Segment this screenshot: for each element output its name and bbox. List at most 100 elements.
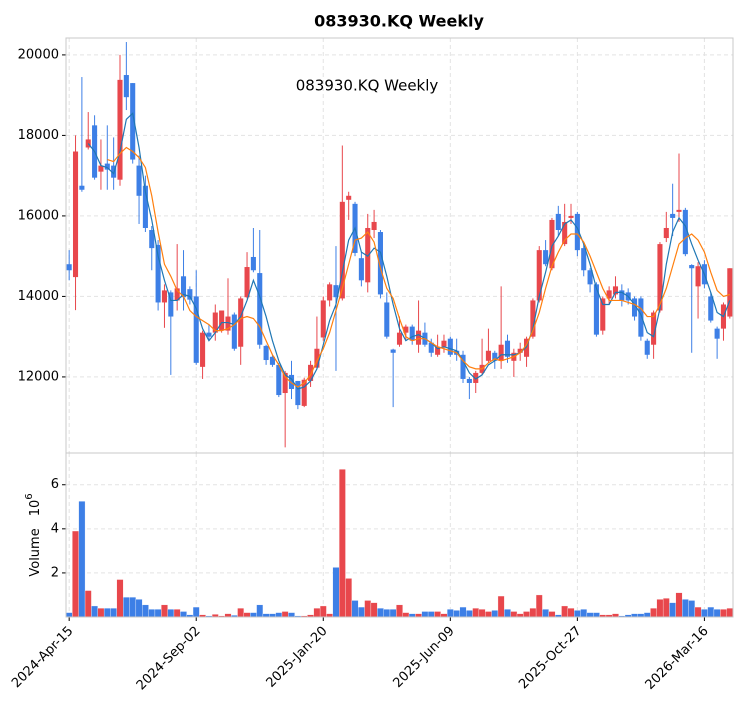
- candle-body: [123, 75, 129, 98]
- volume-bar: [237, 608, 245, 618]
- volume-bar: [103, 608, 111, 618]
- chart-title: 083930.KQ Weekly: [314, 12, 484, 31]
- volume-bar: [351, 600, 359, 618]
- candle-body: [244, 267, 250, 298]
- candle-body: [117, 79, 123, 180]
- candle-body: [384, 302, 390, 337]
- candle-body: [460, 354, 466, 379]
- volume-bar: [586, 612, 594, 618]
- candle-body: [644, 340, 650, 355]
- candle-body: [288, 374, 295, 389]
- volume-bar: [472, 608, 480, 618]
- moving-average-line: [107, 146, 731, 388]
- candle-body: [295, 380, 301, 406]
- volume-bar: [142, 604, 149, 618]
- candle-body: [250, 256, 256, 271]
- volume-bar: [669, 602, 676, 618]
- volume-panel-frame: [65, 452, 734, 618]
- candle-body: [282, 372, 288, 394]
- volume-bar: [497, 595, 505, 618]
- candle-body: [371, 221, 377, 231]
- volume-bar: [275, 612, 283, 618]
- volume-bar: [135, 599, 143, 618]
- candle-body: [498, 344, 504, 361]
- candle-body: [301, 379, 307, 406]
- candle-body: [263, 345, 269, 361]
- candle-body: [695, 266, 701, 287]
- candle-body: [466, 378, 472, 383]
- volume-axis-label: Volume 106: [24, 493, 43, 576]
- volume-bar: [656, 599, 664, 618]
- volume-bar: [364, 600, 372, 618]
- candle-body: [358, 258, 364, 281]
- candle-body: [612, 286, 619, 295]
- volume-bar: [510, 611, 518, 618]
- volume-bar: [650, 608, 657, 618]
- volume-bar: [91, 605, 98, 618]
- volume-bar: [123, 597, 130, 618]
- candle-body: [142, 185, 148, 228]
- volume-bar: [446, 609, 454, 618]
- volume-bar: [580, 609, 588, 618]
- volume-bar: [332, 567, 340, 618]
- volume-bar: [466, 610, 473, 618]
- y-tick-label: 20000: [18, 47, 59, 62]
- volume-bar: [192, 606, 200, 618]
- candle-body: [676, 209, 682, 212]
- volume-bar: [726, 608, 734, 618]
- candle-body: [66, 264, 72, 271]
- chart-annotation: 083930.KQ Weekly: [296, 77, 439, 95]
- volume-bar: [523, 611, 530, 618]
- volume-bar: [154, 609, 162, 618]
- candle-body: [72, 151, 79, 278]
- candle-body: [619, 290, 625, 301]
- candle-body: [225, 316, 231, 331]
- candle-body: [238, 298, 244, 347]
- candle-body: [98, 165, 104, 172]
- volume-bar: [529, 608, 537, 618]
- candle-body: [492, 352, 498, 361]
- volume-bar: [116, 579, 124, 618]
- volume-bar: [593, 612, 600, 618]
- candle-body: [104, 163, 110, 170]
- volume-bar: [548, 611, 556, 618]
- volume-bar: [688, 600, 696, 618]
- candle-body: [403, 326, 409, 333]
- volume-bar: [427, 611, 435, 618]
- candle-body: [193, 296, 199, 363]
- candle-body: [212, 312, 218, 333]
- volume-bar: [167, 609, 175, 618]
- candle-body: [155, 244, 161, 303]
- candle-body: [485, 350, 491, 361]
- volume-bar: [421, 611, 429, 618]
- volume-bar: [84, 590, 92, 618]
- volume-bar: [161, 604, 168, 618]
- volume-bar: [288, 612, 295, 618]
- candle-body: [530, 300, 536, 337]
- volume-bar: [643, 612, 651, 618]
- volume-bar: [694, 606, 702, 618]
- candle-body: [320, 300, 326, 338]
- candle-body: [555, 213, 561, 231]
- volume-bar: [720, 609, 727, 618]
- candle-body: [180, 276, 187, 298]
- volume-bar: [345, 578, 353, 618]
- candle-body: [327, 284, 333, 301]
- volume-bar: [256, 604, 264, 618]
- volume-label: Volume: [28, 528, 43, 576]
- volume-bar: [504, 609, 511, 618]
- candle-body: [390, 349, 396, 353]
- volume-bar: [542, 609, 549, 618]
- volume-bar: [485, 611, 492, 618]
- candle-body: [136, 165, 142, 196]
- candle-body: [200, 332, 206, 367]
- candle-body: [606, 290, 612, 299]
- y-tick-label: 4: [51, 521, 59, 536]
- candle-body: [714, 328, 720, 339]
- candle-body: [568, 215, 574, 218]
- candle-body: [524, 338, 530, 357]
- candle-body: [638, 298, 644, 337]
- candle-body: [187, 289, 193, 300]
- candle-body: [473, 372, 479, 383]
